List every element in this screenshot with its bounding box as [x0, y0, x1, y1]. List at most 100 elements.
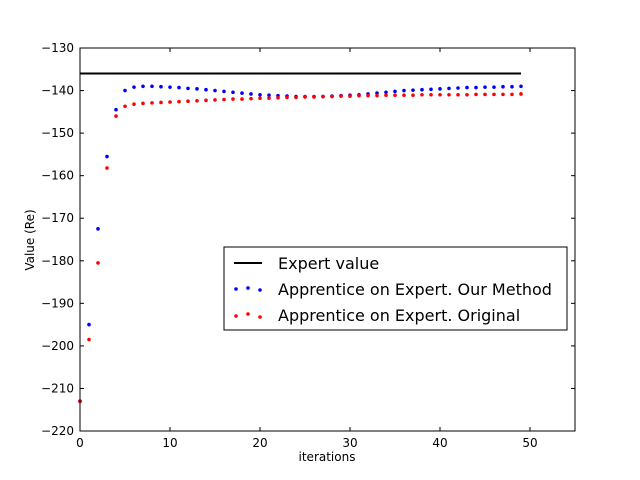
original-point	[384, 93, 388, 98]
our-method-point	[411, 88, 415, 92]
our-method-point	[402, 88, 406, 93]
our-method-point	[114, 107, 118, 112]
original-point	[483, 92, 487, 97]
original-point	[150, 101, 154, 105]
y-tick-label: −170	[41, 211, 74, 225]
y-tick-label: −130	[41, 41, 74, 55]
our-method-point	[429, 87, 433, 92]
original-point	[438, 93, 442, 97]
x-tick-label: 40	[432, 436, 447, 450]
our-method-point	[141, 84, 145, 89]
our-method-point	[96, 227, 100, 231]
our-method-point	[375, 91, 379, 95]
original-point	[429, 93, 433, 97]
original-point	[330, 94, 334, 99]
y-tick-label: −150	[41, 126, 74, 140]
our-method-point	[213, 88, 217, 93]
x-tick-label: 50	[522, 436, 537, 450]
our-method-point	[456, 86, 460, 90]
original-point	[222, 97, 226, 102]
original-point	[447, 93, 451, 97]
our-method-point	[447, 86, 451, 91]
original-point	[321, 94, 325, 99]
x-axis-label: iterations	[299, 450, 356, 464]
legend-original-dot-icon	[246, 312, 250, 316]
our-method-point	[501, 84, 505, 89]
our-method-point	[483, 85, 487, 89]
our-method-point	[132, 85, 136, 89]
y-tick-label: −210	[41, 381, 74, 395]
y-tick-label: −190	[41, 296, 74, 310]
our-method-point	[231, 90, 235, 95]
legend-our-method-label: Apprentice on Expert. Our Method	[278, 280, 552, 299]
original-point	[258, 96, 262, 101]
x-tick-label: 30	[342, 436, 357, 450]
our-method-point	[249, 92, 253, 96]
original-point	[240, 97, 244, 101]
original-point	[456, 93, 460, 97]
original-point	[420, 93, 424, 97]
our-method-point	[87, 322, 91, 327]
original-point	[303, 95, 307, 99]
our-method-point	[438, 87, 442, 91]
our-method-point	[474, 85, 478, 90]
original-point	[474, 92, 478, 97]
original-point	[492, 92, 496, 97]
legend-expert-label: Expert value	[278, 254, 379, 273]
x-tick-label: 0	[76, 436, 84, 450]
our-method-point	[168, 85, 172, 89]
original-point	[267, 96, 271, 101]
our-method-point	[393, 89, 397, 94]
original-point	[105, 166, 109, 170]
original-point	[231, 97, 235, 101]
y-tick-label: −140	[41, 84, 74, 98]
original-point	[132, 102, 136, 106]
original-point	[204, 98, 208, 103]
y-axis-label: Value (Re)	[23, 209, 37, 270]
our-method-point	[510, 84, 514, 89]
original-point	[177, 99, 181, 104]
original-point	[249, 96, 253, 101]
our-method-point	[384, 90, 388, 95]
our-method-point	[177, 85, 181, 90]
original-point	[294, 95, 298, 100]
original-point	[186, 99, 190, 103]
legend-original-label: Apprentice on Expert. Original	[278, 306, 520, 325]
original-point	[501, 92, 505, 97]
original-point	[402, 93, 406, 98]
original-point	[465, 93, 469, 97]
original-point	[114, 114, 118, 118]
axis-ticks: 0 10 20 30 40 50 −130 −140 −150 −160 −170 −180 −190 −…	[41, 41, 575, 450]
original-point	[312, 95, 316, 99]
original-point	[348, 94, 352, 98]
y-tick-label: −180	[41, 254, 74, 268]
x-tick-label: 10	[162, 436, 177, 450]
original-point	[141, 101, 145, 106]
original-point	[159, 100, 163, 105]
original-point	[339, 94, 343, 98]
original-point	[195, 98, 199, 103]
our-method-point	[123, 88, 127, 93]
original-point	[519, 92, 523, 96]
our-method-point	[105, 154, 109, 159]
our-method-point	[420, 87, 424, 92]
y-tick-label: −220	[41, 424, 74, 438]
legend-our-method-dot-icon	[234, 287, 238, 291]
original-point	[123, 104, 127, 109]
original-point	[213, 98, 217, 102]
our-method-point	[159, 84, 163, 89]
original-point	[168, 100, 172, 104]
our-method-point	[492, 85, 496, 89]
original-point	[96, 261, 100, 265]
plot-area	[78, 72, 523, 404]
our-method-point	[204, 87, 208, 92]
x-tick-label: 20	[252, 436, 267, 450]
our-method-point	[240, 91, 244, 95]
original-point	[393, 93, 397, 98]
legend-our-method-dot-icon	[246, 286, 250, 290]
axes-frame	[79, 47, 576, 432]
legend: Expert value Apprentice on Expert. Our M…	[223, 246, 568, 331]
original-point	[375, 93, 379, 98]
our-method-point	[186, 86, 190, 91]
